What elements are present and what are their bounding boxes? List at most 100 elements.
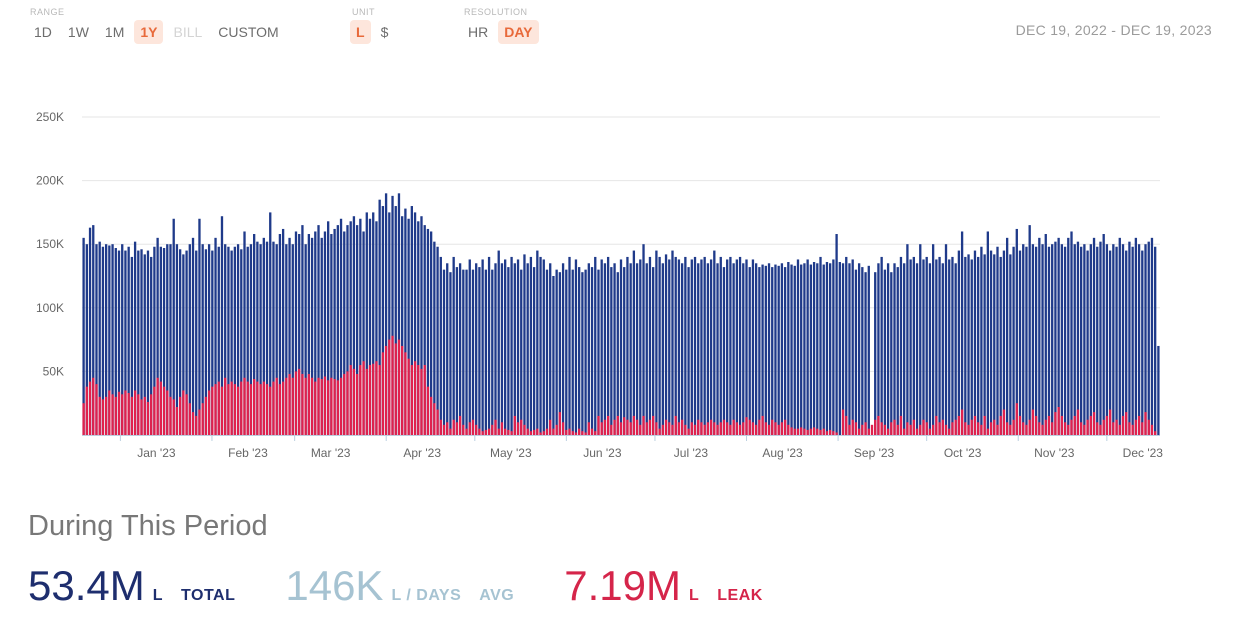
- leak-bar[interactable]: [771, 419, 774, 435]
- total-bar[interactable]: [1031, 244, 1035, 435]
- total-bar[interactable]: [880, 256, 883, 435]
- total-bar[interactable]: [265, 241, 269, 435]
- total-bar[interactable]: [349, 221, 352, 435]
- total-bar[interactable]: [330, 234, 333, 435]
- leak-bar[interactable]: [693, 424, 697, 435]
- leak-bar[interactable]: [381, 352, 385, 435]
- total-bar[interactable]: [613, 263, 616, 435]
- total-bar[interactable]: [629, 263, 632, 435]
- leak-bar[interactable]: [330, 377, 333, 435]
- total-bar[interactable]: [1063, 246, 1067, 435]
- total-bar[interactable]: [919, 244, 922, 435]
- total-bar[interactable]: [317, 225, 320, 435]
- leak-bar[interactable]: [336, 380, 339, 435]
- leak-bar[interactable]: [870, 424, 874, 435]
- total-bar[interactable]: [761, 264, 764, 435]
- leak-bar[interactable]: [809, 428, 813, 435]
- total-bar[interactable]: [645, 263, 648, 435]
- leak-bar[interactable]: [671, 424, 674, 435]
- leak-bar[interactable]: [848, 424, 851, 435]
- total-bar[interactable]: [355, 225, 359, 435]
- leak-bar[interactable]: [558, 412, 562, 435]
- total-bar[interactable]: [384, 193, 388, 435]
- leak-bar[interactable]: [1096, 422, 1099, 435]
- total-bar[interactable]: [623, 267, 626, 435]
- total-bar[interactable]: [697, 263, 700, 435]
- total-bar[interactable]: [410, 206, 413, 435]
- total-bar[interactable]: [175, 244, 179, 435]
- leak-bar[interactable]: [1131, 424, 1134, 435]
- total-bar[interactable]: [1047, 246, 1051, 435]
- total-bar[interactable]: [864, 272, 867, 435]
- leak-bar[interactable]: [130, 396, 134, 435]
- total-bar[interactable]: [1089, 244, 1092, 435]
- leak-bar[interactable]: [166, 390, 169, 435]
- leak-bar[interactable]: [919, 424, 922, 435]
- total-bar[interactable]: [1121, 244, 1125, 435]
- leak-bar[interactable]: [95, 384, 98, 435]
- total-bar[interactable]: [948, 259, 951, 435]
- total-bar[interactable]: [269, 212, 272, 435]
- total-bar[interactable]: [1134, 237, 1138, 435]
- leak-bar[interactable]: [1076, 409, 1080, 435]
- total-bar[interactable]: [954, 263, 957, 435]
- leak-bar[interactable]: [738, 424, 742, 435]
- leak-bar[interactable]: [426, 386, 430, 435]
- total-bar[interactable]: [845, 256, 848, 435]
- total-bar[interactable]: [909, 259, 912, 435]
- total-bar[interactable]: [484, 269, 488, 435]
- total-bar[interactable]: [835, 234, 838, 435]
- total-bar[interactable]: [722, 267, 726, 435]
- range-option-1w[interactable]: 1W: [67, 24, 89, 40]
- total-bar[interactable]: [658, 256, 661, 435]
- total-bar[interactable]: [726, 259, 729, 435]
- total-bar[interactable]: [394, 206, 397, 435]
- leak-bar[interactable]: [413, 361, 417, 435]
- leak-bar[interactable]: [1128, 422, 1131, 435]
- total-bar[interactable]: [652, 267, 655, 435]
- total-bar[interactable]: [983, 254, 986, 435]
- leak-bar[interactable]: [1089, 415, 1092, 435]
- leak-bar[interactable]: [616, 415, 619, 435]
- leak-bar[interactable]: [191, 412, 195, 435]
- total-bar[interactable]: [944, 244, 948, 435]
- total-bar[interactable]: [668, 259, 671, 435]
- leak-bar[interactable]: [246, 381, 249, 435]
- leak-bar[interactable]: [491, 424, 494, 435]
- leak-bar[interactable]: [365, 368, 368, 435]
- leak-bar[interactable]: [1051, 422, 1054, 435]
- leak-bar[interactable]: [378, 365, 381, 435]
- total-bar[interactable]: [886, 263, 890, 435]
- leak-bar[interactable]: [507, 429, 510, 435]
- leak-bar[interactable]: [442, 424, 446, 435]
- total-bar[interactable]: [893, 263, 896, 435]
- leak-bar[interactable]: [761, 415, 764, 435]
- total-bar[interactable]: [108, 245, 111, 435]
- total-bar[interactable]: [590, 267, 594, 435]
- range-option-1m[interactable]: 1M: [104, 24, 125, 40]
- total-bar[interactable]: [230, 250, 233, 435]
- total-bar[interactable]: [246, 246, 249, 435]
- leak-bar[interactable]: [1018, 415, 1022, 435]
- leak-bar[interactable]: [751, 422, 755, 435]
- total-bar[interactable]: [951, 256, 954, 435]
- leak-bar[interactable]: [697, 419, 700, 435]
- leak-bar[interactable]: [294, 371, 298, 435]
- leak-bar[interactable]: [619, 422, 623, 435]
- total-bar[interactable]: [458, 263, 462, 435]
- leak-bar[interactable]: [446, 422, 449, 435]
- total-bar[interactable]: [854, 269, 858, 435]
- leak-bar[interactable]: [468, 422, 471, 435]
- leak-bar[interactable]: [783, 419, 787, 435]
- total-bar[interactable]: [455, 267, 459, 435]
- total-bar[interactable]: [1083, 244, 1086, 435]
- leak-bar[interactable]: [674, 415, 677, 435]
- total-bar[interactable]: [1108, 250, 1112, 435]
- total-bar[interactable]: [687, 267, 690, 435]
- leak-bar[interactable]: [645, 422, 648, 435]
- leak-bar[interactable]: [98, 396, 101, 435]
- leak-bar[interactable]: [362, 361, 365, 435]
- total-bar[interactable]: [281, 228, 285, 435]
- total-bar[interactable]: [838, 262, 841, 435]
- leak-bar[interactable]: [278, 384, 282, 435]
